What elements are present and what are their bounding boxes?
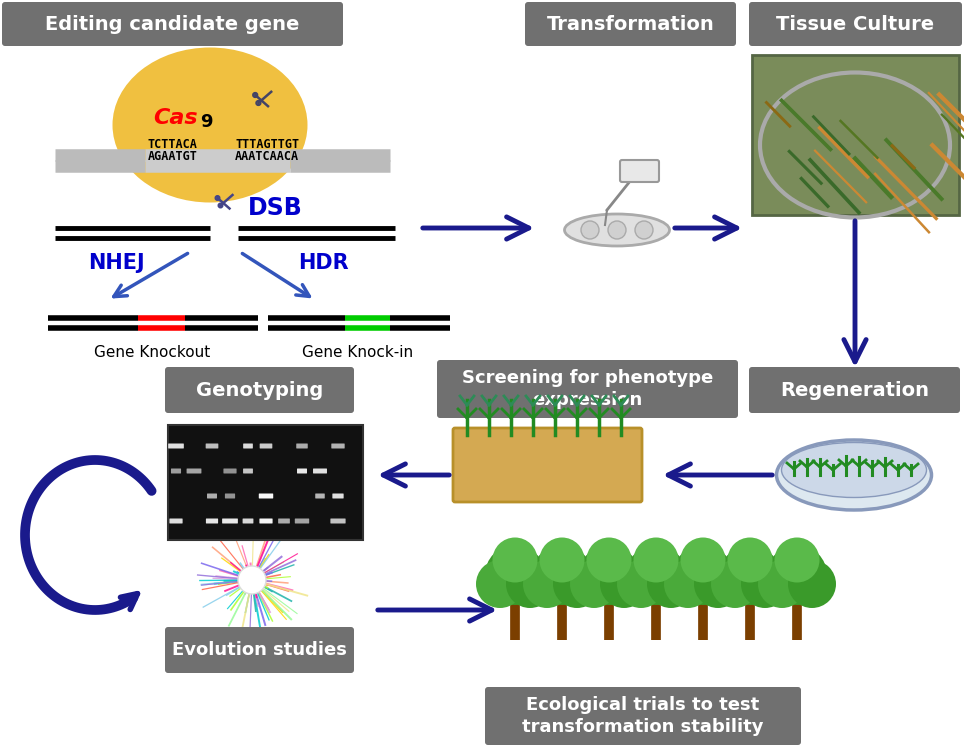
Circle shape <box>711 560 759 608</box>
Circle shape <box>586 538 631 583</box>
Text: Transformation: Transformation <box>547 14 714 34</box>
Circle shape <box>476 560 524 608</box>
FancyBboxPatch shape <box>620 160 659 182</box>
FancyBboxPatch shape <box>243 444 253 448</box>
FancyBboxPatch shape <box>525 2 736 46</box>
Text: 9: 9 <box>200 113 212 131</box>
FancyBboxPatch shape <box>171 468 181 474</box>
Text: Genotyping: Genotyping <box>196 381 323 399</box>
Circle shape <box>635 221 653 239</box>
Text: TCTTACA: TCTTACA <box>148 138 198 151</box>
FancyBboxPatch shape <box>332 444 345 448</box>
Circle shape <box>626 545 686 605</box>
Circle shape <box>532 545 592 605</box>
FancyBboxPatch shape <box>315 493 325 499</box>
Text: Regeneration: Regeneration <box>780 381 929 399</box>
Text: DSB: DSB <box>248 196 303 220</box>
Circle shape <box>608 221 626 239</box>
Circle shape <box>581 221 599 239</box>
Text: Ecological trials to test
transformation stability: Ecological trials to test transformation… <box>522 696 763 736</box>
FancyBboxPatch shape <box>295 518 309 523</box>
Circle shape <box>493 538 538 583</box>
FancyBboxPatch shape <box>168 444 184 448</box>
Circle shape <box>633 538 679 583</box>
Circle shape <box>540 538 584 583</box>
Circle shape <box>570 560 618 608</box>
FancyBboxPatch shape <box>333 493 343 499</box>
Circle shape <box>758 560 806 608</box>
Text: Tissue Culture: Tissue Culture <box>776 14 934 34</box>
Text: AAATCAACA: AAATCAACA <box>235 150 299 163</box>
Circle shape <box>238 566 266 594</box>
FancyBboxPatch shape <box>437 360 738 418</box>
Ellipse shape <box>776 440 931 510</box>
Circle shape <box>788 560 836 608</box>
FancyBboxPatch shape <box>225 493 235 499</box>
Text: Gene Knock-in: Gene Knock-in <box>303 345 414 360</box>
Circle shape <box>579 545 639 605</box>
Circle shape <box>506 560 554 608</box>
FancyBboxPatch shape <box>453 428 642 502</box>
FancyBboxPatch shape <box>259 518 273 523</box>
Circle shape <box>673 545 733 605</box>
FancyBboxPatch shape <box>243 518 254 523</box>
Text: Gene Knockout: Gene Knockout <box>94 345 210 360</box>
Circle shape <box>553 560 601 608</box>
FancyBboxPatch shape <box>170 518 182 523</box>
FancyBboxPatch shape <box>259 444 272 448</box>
FancyBboxPatch shape <box>165 627 354 673</box>
Circle shape <box>681 538 726 583</box>
FancyBboxPatch shape <box>258 493 273 499</box>
Circle shape <box>728 538 772 583</box>
FancyBboxPatch shape <box>205 444 218 448</box>
Circle shape <box>767 545 827 605</box>
Ellipse shape <box>113 47 308 202</box>
FancyBboxPatch shape <box>749 367 960 413</box>
Ellipse shape <box>782 442 926 498</box>
FancyBboxPatch shape <box>279 518 290 523</box>
Text: Cas: Cas <box>153 108 198 128</box>
Text: AGAATGT: AGAATGT <box>148 150 198 163</box>
Circle shape <box>617 560 665 608</box>
FancyBboxPatch shape <box>207 493 217 499</box>
Circle shape <box>741 560 789 608</box>
Text: Screening for phenotype
expression: Screening for phenotype expression <box>462 369 713 409</box>
Circle shape <box>647 560 695 608</box>
FancyBboxPatch shape <box>187 468 201 474</box>
FancyBboxPatch shape <box>165 367 354 413</box>
Text: TTTAGTTGT: TTTAGTTGT <box>235 138 299 151</box>
FancyBboxPatch shape <box>243 468 253 474</box>
FancyBboxPatch shape <box>485 687 801 745</box>
FancyBboxPatch shape <box>331 518 346 523</box>
Circle shape <box>664 560 712 608</box>
FancyBboxPatch shape <box>206 518 218 523</box>
FancyBboxPatch shape <box>749 2 962 46</box>
Circle shape <box>720 545 780 605</box>
Circle shape <box>485 545 545 605</box>
FancyBboxPatch shape <box>222 518 238 523</box>
Text: HDR: HDR <box>298 253 349 273</box>
FancyBboxPatch shape <box>224 468 236 474</box>
Text: NHEJ: NHEJ <box>88 253 145 273</box>
FancyBboxPatch shape <box>752 55 959 215</box>
Ellipse shape <box>565 214 670 246</box>
FancyBboxPatch shape <box>296 444 308 448</box>
FancyBboxPatch shape <box>297 468 307 474</box>
Circle shape <box>523 560 571 608</box>
Text: Evolution studies: Evolution studies <box>172 641 347 659</box>
FancyBboxPatch shape <box>168 425 363 540</box>
Circle shape <box>774 538 819 583</box>
Circle shape <box>600 560 648 608</box>
FancyBboxPatch shape <box>313 468 327 474</box>
Text: Editing candidate gene: Editing candidate gene <box>45 14 300 34</box>
Circle shape <box>694 560 742 608</box>
FancyBboxPatch shape <box>2 2 343 46</box>
